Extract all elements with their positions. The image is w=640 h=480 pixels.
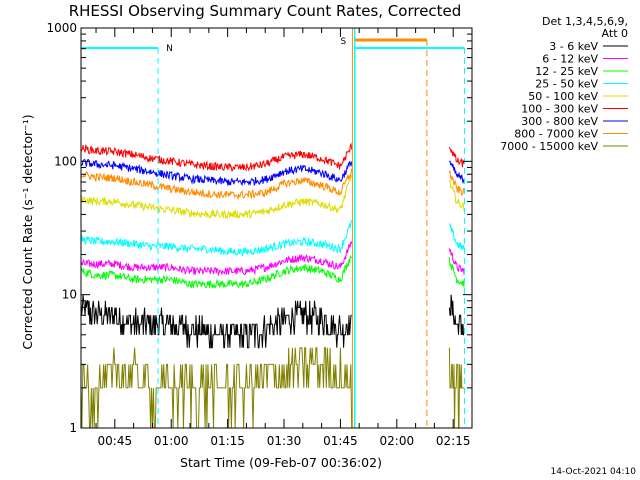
legend-header-line-2: Att 0 — [602, 27, 628, 40]
y-tick-label: 1 — [69, 421, 77, 435]
x-tick-label: 02:15 — [436, 434, 471, 448]
x-tick-label: 01:30 — [267, 434, 302, 448]
annotation-night: N — [166, 44, 173, 54]
series-line-4 — [80, 220, 353, 258]
series-line-8-after-gap — [448, 170, 465, 197]
legend-label-5: 50 - 100 keV — [528, 90, 598, 103]
series-line-6 — [80, 142, 353, 172]
legend-label-4: 25 - 50 keV — [535, 78, 598, 91]
axis-layer: 1 10 100 1000 00:45 01:00 01:15 01:30 01:45 02:00… — [46, 21, 473, 448]
legend-label-1: 3 - 6 keV — [549, 40, 598, 53]
series-line-3-after-gap — [448, 257, 465, 288]
series-line-1 — [80, 294, 352, 349]
x-tick-label: 01:00 — [154, 434, 189, 448]
series-line-1-after-gap — [448, 294, 465, 336]
series-line-7 — [80, 158, 353, 187]
series-line-5-after-gap — [448, 179, 465, 212]
series-line-7-after-gap — [449, 160, 465, 184]
footer-timestamp: 14-Oct-2021 04:10 — [551, 467, 637, 477]
y-tick-label: 100 — [54, 154, 77, 168]
legend-label-6: 100 - 300 keV — [521, 103, 598, 116]
legend-header-line-1: Det 1,3,4,5,6,9, — [542, 15, 628, 28]
x-tick-label: 01:45 — [323, 434, 358, 448]
legend-label-8: 800 - 7000 keV — [514, 128, 598, 141]
x-tick-label: 01:15 — [210, 434, 245, 448]
series-line-9-after-gap — [448, 347, 465, 429]
marker-layer: NS — [81, 28, 465, 428]
series-line-9 — [80, 347, 353, 429]
series-line-3 — [80, 254, 353, 289]
series-line-4-after-gap — [448, 223, 465, 250]
series-line-6-after-gap — [448, 146, 465, 168]
series-line-2-after-gap — [448, 248, 465, 275]
x-tick-label: 02:00 — [380, 434, 415, 448]
series-line-2 — [80, 241, 353, 277]
x-tick-label: 00:45 — [98, 434, 133, 448]
x-axis-label: Start Time (09-Feb-07 00:36:02) — [180, 455, 382, 470]
series-line-5 — [80, 174, 353, 220]
series-layer — [80, 142, 465, 429]
legend-label-2: 6 - 12 keV — [542, 53, 598, 66]
y-axis-label: Corrected Count Rate (s⁻¹ detector⁻¹) — [20, 114, 35, 349]
y-tick-label: 1000 — [46, 21, 77, 35]
series-line-8 — [80, 168, 353, 201]
annotation-saa: S — [340, 37, 346, 47]
y-tick-label: 10 — [62, 288, 77, 302]
chart-title: RHESSI Observing Summary Count Rates, Co… — [69, 2, 462, 20]
plot-frame — [80, 27, 473, 429]
legend-label-7: 300 - 800 keV — [521, 115, 598, 128]
legend-label-9: 7000 - 15000 keV — [500, 140, 598, 153]
legend-label-3: 12 - 25 keV — [535, 65, 598, 78]
